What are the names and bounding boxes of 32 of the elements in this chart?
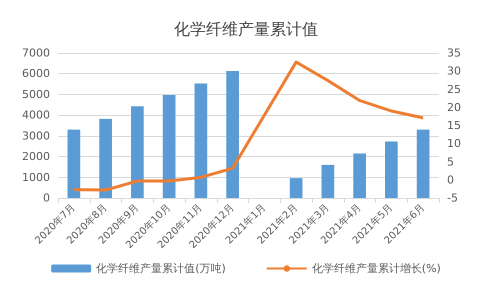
y-tick-label: 7000 <box>22 46 50 60</box>
bar <box>290 178 302 198</box>
y2-tick-label: 35 <box>447 46 461 60</box>
bar <box>416 130 430 198</box>
y-tick-label: 4000 <box>22 108 50 122</box>
bar <box>131 106 144 198</box>
legend-label: 化学纤维产量累计值(万吨) <box>96 262 226 275</box>
bar <box>162 95 176 198</box>
y2-tick-label: 25 <box>447 82 461 96</box>
y-tick-label: 1000 <box>22 170 50 184</box>
bar <box>226 71 239 198</box>
bar <box>99 118 112 198</box>
y-tick-label: 2000 <box>22 150 50 164</box>
y-tick-label: 3000 <box>22 129 50 142</box>
chart-title: 化学纤维产量累计值 <box>174 20 318 38</box>
y-tick-label: 6000 <box>22 67 50 80</box>
bar <box>322 164 334 198</box>
bar <box>68 130 80 198</box>
y2-tick-label: 30 <box>447 64 461 78</box>
legend-label: 化学纤维产量累计增长(%) <box>312 262 441 275</box>
y2-tick-label: 15 <box>447 119 461 132</box>
y2-tick-label: 20 <box>447 100 461 114</box>
bar <box>194 83 208 198</box>
bar <box>353 153 366 198</box>
y-tick-label: 5000 <box>22 88 50 101</box>
y2-tick-label: 10 <box>447 137 461 150</box>
bar <box>385 141 398 198</box>
y-tick-label: 0 <box>43 192 50 204</box>
y2-tick-label: 0 <box>447 173 454 186</box>
line-series <box>72 60 425 192</box>
y2-tick-label: 5 <box>447 155 454 168</box>
y2-tick-label: -5 <box>447 192 458 204</box>
